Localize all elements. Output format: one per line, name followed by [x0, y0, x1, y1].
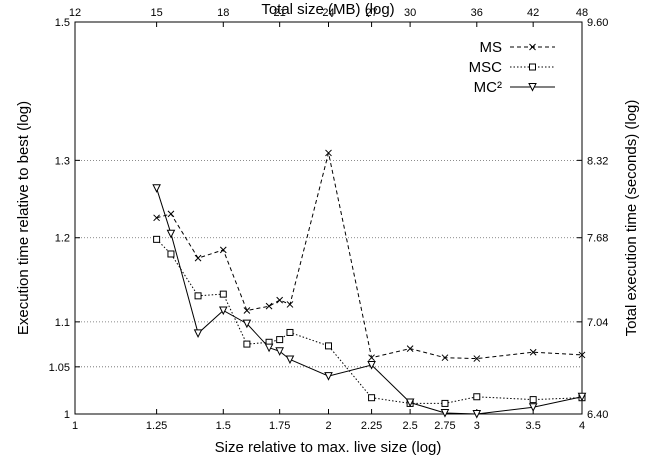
- data-point-triangle-marker: [528, 403, 538, 412]
- data-point-x-marker: [243, 307, 251, 314]
- data-point-x-marker: [441, 354, 449, 362]
- right-tick-label: 7.04: [587, 317, 608, 329]
- data-point-triangle-marker: [577, 392, 587, 402]
- series-line: [156, 188, 583, 415]
- data-point-triangle-marker: [405, 398, 415, 408]
- x-tick-label: 4: [579, 420, 585, 432]
- top-tick-label: 42: [527, 7, 539, 19]
- x-tick-label: 2.5: [402, 420, 417, 432]
- x-axis-label: Size relative to max. live size (log): [215, 439, 442, 456]
- data-point-square-marker: [276, 336, 284, 344]
- legend: MS MSC MC²: [469, 39, 555, 96]
- axis-ticks: 1 1.25 1.5 1.75 2 2.25 2.5 2.75 3 3.5 4 12 15 18 21 24 2…: [49, 7, 609, 432]
- x-tick-label: 2.25: [361, 420, 382, 432]
- right-tick-label: 9.60: [587, 17, 608, 29]
- data-point-square-marker: [243, 340, 251, 348]
- y-tick-label: 1: [64, 409, 70, 421]
- legend-label: MSC: [469, 59, 503, 76]
- y-tick-label: 1.5: [55, 17, 70, 29]
- x-tick-label: 2: [325, 420, 331, 432]
- data-point-square-marker: [167, 250, 175, 258]
- x-tick-label: 2.75: [434, 420, 455, 432]
- y-tick-label: 1.05: [49, 362, 70, 374]
- y-axis-label: Execution time relative to best (log): [15, 101, 32, 335]
- legend-label: MS: [480, 39, 503, 56]
- x-tick-label: 1: [72, 420, 78, 432]
- data-point-triangle-marker: [242, 319, 252, 329]
- data-point-triangle-marker: [440, 409, 450, 418]
- top-tick-label: 30: [404, 7, 416, 19]
- data-point-square-marker: [219, 290, 227, 298]
- series-line: [156, 238, 583, 404]
- data-point-triangle-marker: [264, 343, 274, 353]
- data-point-x-marker: [529, 348, 537, 356]
- top-axis-label: Total size (MB) (log): [261, 1, 394, 18]
- series-1: [153, 149, 586, 362]
- data-point-triangle-marker: [193, 329, 203, 338]
- top-tick-label: 18: [217, 7, 229, 19]
- right-axis-label: Total execution time (seconds) (log): [623, 100, 640, 337]
- data-point-square-marker: [194, 292, 202, 300]
- data-point-x-marker: [529, 43, 536, 51]
- data-point-x-marker: [265, 302, 273, 310]
- data-point-x-marker: [578, 351, 586, 359]
- x-tick-label: 3.5: [526, 420, 541, 432]
- data-point-triangle-marker: [285, 355, 295, 365]
- series-group: [152, 149, 587, 419]
- right-tick-label: 8.32: [587, 155, 608, 167]
- top-tick-label: 21: [274, 7, 286, 19]
- top-tick-label: 27: [365, 7, 377, 19]
- data-point-triangle-marker: [275, 347, 284, 356]
- data-point-triangle-marker: [218, 306, 228, 316]
- data-point-x-marker: [286, 301, 294, 308]
- series-line: [156, 152, 583, 360]
- data-point-square-marker: [529, 63, 536, 71]
- x-tick-label: 1.5: [216, 420, 231, 432]
- right-tick-label: 7.68: [587, 233, 608, 245]
- data-point-square-marker: [441, 399, 449, 407]
- data-point-x-marker: [473, 355, 481, 362]
- data-point-x-marker: [194, 254, 202, 262]
- data-point-square-marker: [325, 342, 332, 350]
- data-point-x-marker: [153, 214, 160, 222]
- legend-label: MC²: [474, 79, 502, 96]
- data-point-square-marker: [529, 396, 537, 404]
- data-point-triangle-marker: [528, 83, 537, 92]
- y-tick-label: 1.3: [55, 155, 70, 167]
- data-point-triangle-marker: [367, 360, 376, 370]
- data-point-x-marker: [167, 210, 175, 218]
- top-tick-label: 15: [150, 7, 162, 19]
- x-tick-label: 1.75: [269, 420, 290, 432]
- data-point-x-marker: [325, 149, 332, 157]
- data-point-x-marker: [276, 296, 284, 304]
- x-tick-label: 3: [474, 420, 480, 432]
- data-point-square-marker: [368, 394, 376, 402]
- series-3: [152, 184, 587, 419]
- series-2: [153, 235, 586, 407]
- x-tick-label: 1.25: [146, 420, 167, 432]
- top-tick-label: 36: [471, 7, 483, 19]
- data-point-triangle-marker: [152, 184, 161, 193]
- data-point-x-marker: [368, 354, 375, 362]
- data-point-triangle-marker: [472, 410, 482, 419]
- top-tick-label: 48: [576, 7, 588, 19]
- right-tick-label: 6.40: [587, 409, 608, 421]
- gridlines: [75, 159, 582, 368]
- data-point-x-marker: [406, 345, 414, 352]
- data-point-x-marker: [219, 246, 227, 254]
- top-tick-label: 12: [69, 7, 81, 19]
- data-point-square-marker: [286, 328, 294, 336]
- y-tick-label: 1.1: [55, 317, 70, 329]
- plot-frame: [74, 21, 583, 415]
- data-point-triangle-marker: [324, 372, 333, 381]
- top-tick-label: 24: [322, 7, 334, 19]
- data-point-triangle-marker: [166, 229, 176, 239]
- data-point-square-marker: [153, 235, 161, 243]
- data-point-square-marker: [473, 393, 481, 401]
- y-tick-label: 1.2: [55, 233, 70, 245]
